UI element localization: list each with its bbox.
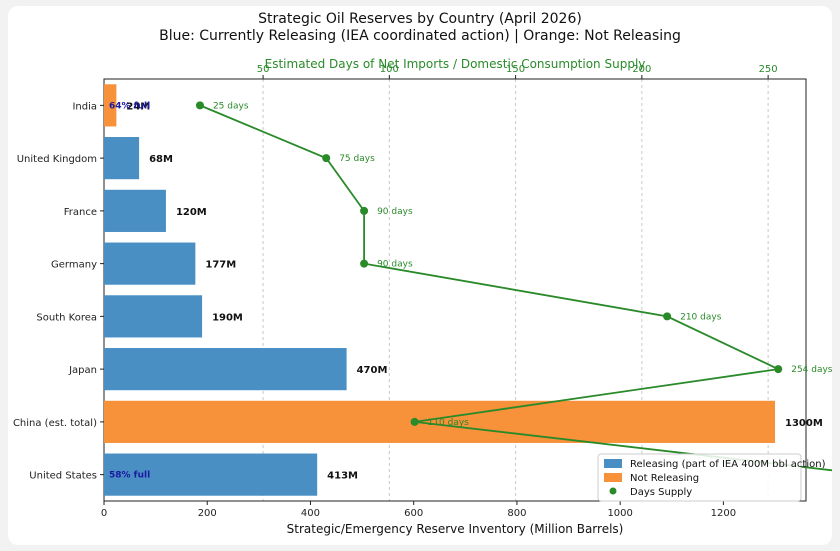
days-label: 75 days (339, 154, 375, 164)
y-tick-label: United States (29, 471, 97, 482)
bar-united-states (104, 453, 318, 496)
legend-swatch (604, 473, 622, 482)
x-tick-label: 200 (198, 508, 217, 519)
days-supply-point (774, 365, 783, 374)
bar-value-label: 470M (357, 365, 388, 376)
days-supply-point (410, 417, 419, 426)
y-tick-label: Germany (51, 260, 97, 271)
bar-value-label: 190M (212, 312, 243, 323)
days-supply-point (322, 154, 331, 163)
y-tick-label: Japan (68, 365, 97, 376)
bar-value-label: 1300M (785, 418, 823, 429)
bar-south-korea (104, 295, 203, 338)
legend-label: Days Supply (630, 487, 692, 498)
days-supply-point (195, 101, 204, 110)
bar-value-label: 413M (327, 471, 358, 482)
fill-annotation: 58% full (109, 471, 150, 481)
x2-tick-label: 250 (759, 64, 778, 75)
x2-tick-label: 100 (380, 64, 399, 75)
days-label: 90 days (377, 207, 413, 217)
days-label: 254 days (791, 365, 832, 375)
x-tick-label: 800 (507, 508, 526, 519)
bar-china-est-total- (104, 400, 776, 443)
fill-annotation: 64% full (109, 101, 150, 111)
chart-frame: Strategic Oil Reserves by Country (April… (8, 6, 832, 545)
y-tick-label: China (est. total) (13, 418, 97, 429)
x-tick-label: 1200 (711, 508, 736, 519)
y-tick-label: United Kingdom (17, 154, 97, 165)
legend-label: Releasing (part of IEA 400M bbl action) (630, 459, 826, 470)
chart-subtitle: Blue: Currently Releasing (IEA coordinat… (159, 28, 681, 44)
chart-title: Strategic Oil Reserves by Country (April… (258, 11, 582, 27)
x-tick-label: 600 (404, 508, 423, 519)
x2-tick-label: 150 (506, 64, 525, 75)
y-tick-label: South Korea (36, 312, 97, 323)
bar-value-label: 68M (149, 154, 173, 165)
legend-marker (609, 487, 617, 495)
days-supply-point (360, 259, 369, 268)
bar-value-label: 120M (176, 207, 207, 218)
days-supply-point (663, 312, 672, 321)
plot-area (103, 78, 807, 502)
bar-value-label: 177M (205, 260, 236, 271)
y-tick-label: India (72, 101, 97, 112)
y-tick-label: France (64, 207, 97, 218)
days-label: 210 days (680, 312, 722, 322)
bar-japan (104, 348, 347, 391)
x-tick-label: 1000 (607, 508, 632, 519)
days-label: 110 days (428, 418, 470, 428)
bar-india (104, 84, 117, 127)
legend-box (597, 453, 802, 502)
legend-label: Not Releasing (630, 473, 699, 484)
secondary-axis-label: Estimated Days of Net Imports / Domestic… (265, 57, 646, 71)
days-label: 25 days (213, 101, 249, 111)
days-supply-line (199, 104, 832, 472)
x-tick-label: 400 (301, 508, 320, 519)
days-label: 90 days (377, 260, 413, 270)
bar-germany (104, 242, 196, 285)
x2-tick-label: 50 (257, 64, 270, 75)
x2-tick-label: 200 (632, 64, 651, 75)
legend-swatch (604, 459, 622, 468)
x-tick-label: 0 (101, 508, 107, 519)
chart-svg: Strategic Oil Reserves by Country (April… (13, 11, 832, 536)
x-axis-label: Strategic/Emergency Reserve Inventory (M… (287, 522, 624, 536)
bar-value-label: 24M (126, 101, 150, 112)
days-supply-point (360, 206, 369, 215)
bar-france (104, 189, 166, 232)
bar-united-kingdom (104, 137, 140, 180)
